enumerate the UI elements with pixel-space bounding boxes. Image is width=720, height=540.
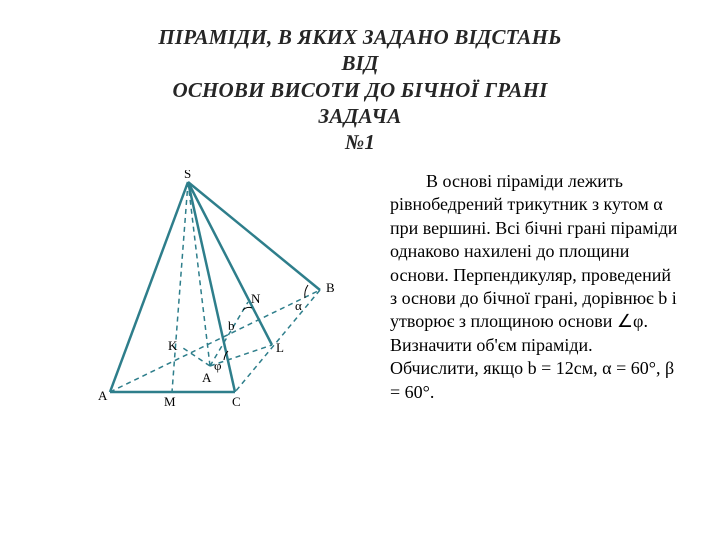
label-M: M [164,394,176,409]
title-line-5: №1 [0,129,720,155]
label-b: b [228,318,235,333]
title-line-4: ЗАДАЧА [0,103,720,129]
slide: ПІРАМІДИ, В ЯКИХ ЗАДАНО ВІДСТАНЬ ВІД ОСН… [0,0,720,540]
label-A1: A [98,388,108,403]
label-L: L [276,340,284,355]
label-N: N [251,291,261,306]
title-line-3: ОСНОВИ ВИСОТИ ДО БІЧНОЇ ГРАНІ [0,77,720,103]
pyramid-figure: S A B C M A K L N b φ α [80,170,380,430]
title-line-2: ВІД [0,50,720,76]
title-line-1: ПІРАМІДИ, В ЯКИХ ЗАДАНО ВІДСТАНЬ [0,24,720,50]
problem-paragraph: В основі піраміди лежить рівнобедрений т… [390,170,680,404]
pyramid-svg: S A B C M A K L N b φ α [80,170,380,430]
label-C: C [232,394,241,409]
label-S: S [184,170,191,181]
label-phi: φ [214,358,222,373]
title-block: ПІРАМІДИ, В ЯКИХ ЗАДАНО ВІДСТАНЬ ВІД ОСН… [0,24,720,155]
label-alpha: α [295,298,302,313]
label-K: K [168,338,178,353]
content-row: S A B C M A K L N b φ α В основі пірамід… [80,170,680,510]
label-Ain: A [202,370,212,385]
label-B: B [326,280,335,295]
problem-text: В основі піраміди лежить рівнобедрений т… [380,170,680,510]
